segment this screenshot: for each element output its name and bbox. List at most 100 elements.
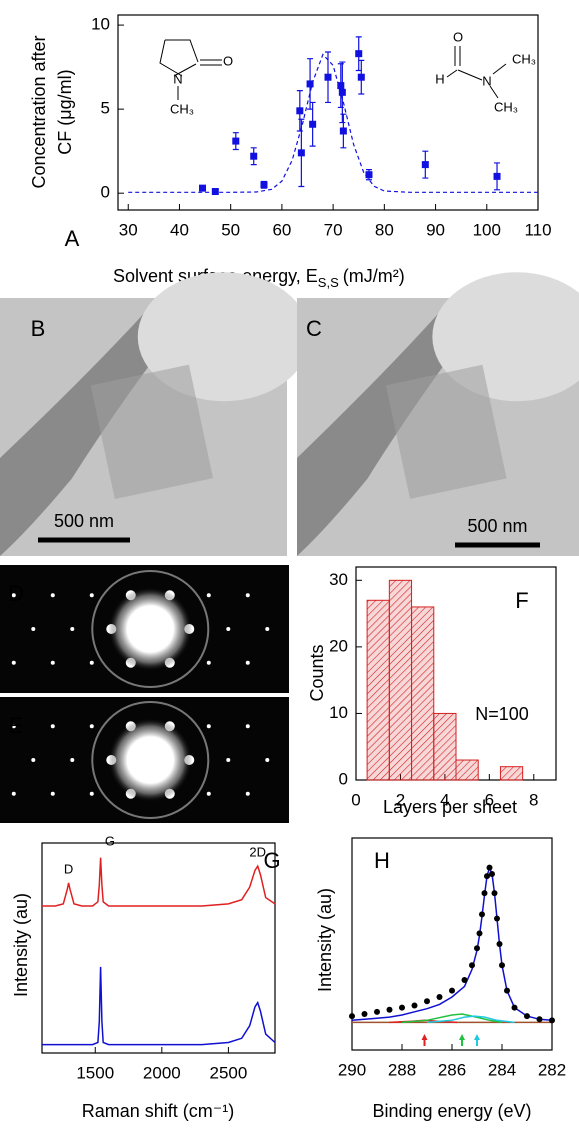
data-point <box>549 1017 555 1024</box>
x-tick-label: 2 <box>396 790 405 809</box>
data-point <box>260 181 268 189</box>
data-point <box>491 890 498 897</box>
x-tick-label: 286 <box>438 1060 466 1079</box>
diffraction-spot <box>11 660 16 665</box>
y-tick-label: 30 <box>329 570 348 589</box>
diffraction-spot <box>70 758 75 762</box>
diffraction-spot <box>89 724 94 729</box>
panel-letter: F <box>515 588 528 613</box>
data-point <box>386 1006 393 1013</box>
arrow-marker <box>459 1034 465 1046</box>
data-point <box>481 890 488 897</box>
y-tick-label: 20 <box>329 636 348 655</box>
data-point <box>421 161 429 169</box>
molecule-label: N <box>482 73 491 88</box>
y-axis-label: Concentration after <box>29 35 49 188</box>
plot-frame <box>117 14 539 211</box>
data-point <box>357 73 365 81</box>
data-point <box>355 50 363 58</box>
x-axis-label-unit: (mJ/m²) <box>343 266 405 286</box>
diffraction-spot <box>226 627 231 631</box>
series-line <box>426 1015 515 1024</box>
data-point <box>232 137 240 145</box>
arrow-marker <box>474 1034 480 1046</box>
diffraction-spot <box>265 627 270 631</box>
molecule-bonds <box>159 39 222 100</box>
plot-frame <box>41 842 276 1054</box>
diffraction-spot <box>206 660 211 665</box>
x-axis-label: Binding energy (eV) <box>372 1101 531 1121</box>
diffraction-spot <box>206 593 211 598</box>
data-point <box>496 941 503 947</box>
data-point <box>494 915 500 922</box>
x-tick-label: 2500 <box>209 1063 247 1082</box>
central-beam <box>108 587 193 671</box>
diffraction-spot <box>206 724 211 729</box>
data-point <box>374 1008 380 1015</box>
diffraction-spot <box>89 593 94 598</box>
histogram-bar <box>366 599 390 781</box>
x-tick-label: 284 <box>488 1060 516 1079</box>
molecule-label: O <box>453 29 463 44</box>
peak-label: 2D <box>249 844 266 859</box>
x-tick-label: 110 <box>524 220 551 239</box>
data-point <box>297 149 305 157</box>
x-tick-label: 0 <box>351 790 360 809</box>
x-axis-label: Layers per sheet <box>383 797 517 817</box>
data-point <box>399 1004 405 1011</box>
data-point <box>479 911 485 918</box>
diffraction-spot <box>11 724 16 729</box>
molecule-label: H <box>435 71 444 86</box>
data-point <box>489 871 495 878</box>
molecule-label: CH₃ <box>170 101 194 116</box>
peak-label: G <box>105 833 115 848</box>
x-tick-label: 30 <box>119 220 138 239</box>
histogram-bar <box>411 606 435 781</box>
data-point <box>337 82 345 90</box>
x-tick-label: 70 <box>324 220 343 239</box>
diffraction-spot <box>245 593 250 598</box>
flake <box>385 364 507 499</box>
panel-letter: E <box>9 713 24 738</box>
y-axis-label: Counts <box>307 644 327 701</box>
diffraction-spot <box>89 660 94 665</box>
y-axis-label: Intensity (au) <box>315 888 335 992</box>
panel-letter: G <box>263 848 280 873</box>
x-tick-label: 290 <box>338 1060 366 1079</box>
diffraction-spot <box>31 758 36 762</box>
y-tick-label: 5 <box>101 99 110 118</box>
scale-bar-label: 500 nm <box>54 511 114 531</box>
diffraction-ring <box>91 570 210 688</box>
panel-letter: C <box>306 316 322 341</box>
histogram-bar <box>433 712 457 781</box>
data-point <box>474 945 480 952</box>
molecule-label: N <box>173 71 182 86</box>
panel-letter: A <box>65 226 80 251</box>
molecule-label: CH₃ <box>512 51 536 66</box>
y-tick-label: 10 <box>329 703 348 722</box>
molecule-label: CH₃ <box>494 99 518 114</box>
data-point <box>484 873 490 880</box>
diffraction-spot <box>50 791 55 796</box>
y-axis-label: Intensity (au) <box>11 893 31 997</box>
diffraction-spot <box>11 593 16 598</box>
data-point <box>499 962 505 969</box>
data-point <box>476 930 483 937</box>
data-point <box>361 1010 368 1017</box>
series-line <box>42 857 276 907</box>
series-line <box>351 865 553 1022</box>
diffraction-spot <box>206 791 211 796</box>
diffraction-spot <box>265 758 270 762</box>
data-point <box>296 107 304 115</box>
y-axis-label: CF (μg/ml) <box>55 69 75 154</box>
x-tick-label: 80 <box>375 220 394 239</box>
x-tick-label: 288 <box>388 1060 416 1079</box>
x-tick-label: 4 <box>440 790 449 809</box>
x-tick-label: 60 <box>272 220 291 239</box>
data-point <box>469 962 475 969</box>
data-point <box>250 152 258 160</box>
diffraction-spot <box>245 724 250 729</box>
diffraction-spot <box>50 724 55 729</box>
diffraction-spot <box>245 660 250 665</box>
data-point <box>338 88 346 96</box>
